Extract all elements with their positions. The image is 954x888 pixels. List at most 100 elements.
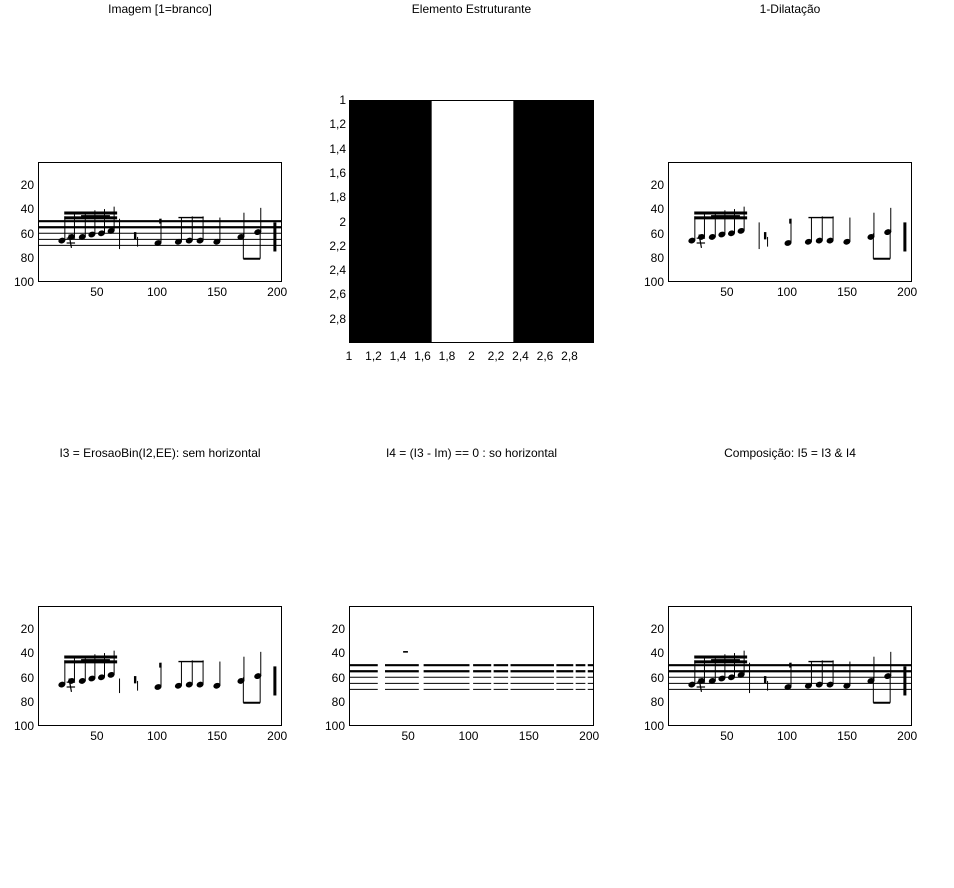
gap: [418, 663, 424, 667]
y-tick-label: 20: [20, 178, 34, 193]
gap: [585, 663, 588, 667]
note-head: [867, 234, 875, 240]
gap: [573, 687, 576, 691]
y-tick-label: 80: [650, 250, 664, 265]
note-head: [78, 234, 86, 240]
gap: [377, 681, 385, 685]
note-head: [58, 681, 66, 688]
y-tick-label: 20: [20, 622, 34, 637]
gap: [469, 681, 474, 685]
x-tick-label: 100: [458, 729, 479, 743]
y-tick-label: 1,6: [329, 165, 346, 180]
note-head: [737, 671, 745, 678]
note-head: [688, 237, 696, 244]
note-head: [826, 681, 834, 688]
flag: [789, 662, 792, 668]
gap: [377, 669, 385, 673]
y-tick-label: 100: [324, 719, 345, 733]
flag: [159, 218, 162, 224]
x-tick-label: 2,2: [487, 349, 505, 363]
note-head: [254, 673, 262, 679]
note-head: [196, 237, 204, 244]
y-tick-label: 80: [20, 250, 34, 265]
dilation-image: [688, 206, 907, 260]
note-beam: [711, 659, 740, 663]
structuring-cell: [431, 101, 514, 342]
gap: [469, 675, 474, 679]
gap: [553, 675, 557, 679]
y-tick-label: 40: [20, 646, 34, 661]
note-head: [708, 234, 716, 240]
y-tick-label: 20: [331, 622, 345, 637]
bar-line: [273, 666, 277, 696]
sharp-sign: [698, 678, 703, 692]
note-head: [884, 673, 892, 679]
note-head: [708, 678, 716, 684]
y-tick-label: 2,6: [329, 287, 346, 302]
note-beam: [64, 211, 118, 215]
note-head: [174, 238, 182, 245]
gap: [553, 663, 557, 667]
note-head: [88, 675, 96, 682]
gap: [469, 669, 474, 673]
note-head: [174, 682, 182, 689]
image-axes-dilation: [668, 162, 912, 282]
x-tick-label: 200: [897, 729, 918, 743]
bar-line: [903, 666, 907, 696]
note-beam: [81, 659, 110, 663]
note-head: [815, 237, 823, 244]
y-tick-label: 100: [643, 719, 664, 733]
note-head: [843, 238, 851, 245]
y-tick-label: 1: [339, 93, 346, 107]
x-tick-label: 100: [776, 729, 797, 743]
note-head: [688, 681, 696, 688]
panel-title: Elemento Estruturante: [411, 2, 532, 16]
note-head: [185, 681, 193, 688]
y-tick-label: 2: [339, 214, 346, 229]
x-tick-label: 150: [207, 729, 228, 743]
note-head: [727, 230, 736, 237]
y-tick-label: 60: [20, 226, 34, 241]
note-head: [804, 238, 812, 245]
gap: [508, 681, 511, 685]
gap: [585, 687, 588, 691]
gap: [508, 669, 511, 673]
y-tick-label: 40: [650, 646, 664, 661]
note-head: [213, 238, 221, 245]
y-tick-label: 2,4: [329, 263, 346, 278]
note-head: [815, 681, 823, 688]
composition-image: [669, 650, 911, 704]
x-tick-label: 150: [837, 285, 858, 299]
y-tick-label: 1,2: [329, 117, 346, 132]
structuring-element-axes: [349, 100, 594, 343]
y-tick-label: 80: [331, 694, 345, 709]
y-tick-label: 60: [331, 670, 345, 685]
gap: [418, 687, 424, 691]
y-tick-label: 80: [20, 694, 34, 709]
gap: [553, 669, 557, 673]
note-head: [97, 230, 106, 237]
bar-line: [273, 222, 277, 252]
note-head: [237, 678, 245, 684]
gap: [585, 669, 588, 673]
note-head: [97, 674, 106, 681]
gap: [418, 675, 424, 679]
x-tick-label: 1,8: [438, 349, 456, 363]
sharp-sign: [68, 678, 73, 692]
gap: [573, 675, 576, 679]
gap: [573, 663, 576, 667]
gap: [418, 669, 424, 673]
y-tick-label: 100: [643, 275, 664, 289]
gap: [573, 681, 576, 685]
note-head: [107, 671, 115, 678]
image-axes-original: [38, 162, 282, 282]
x-tick-label: 200: [579, 729, 600, 743]
note-head: [804, 682, 812, 689]
sharp-sign: [68, 234, 73, 248]
gap: [491, 675, 494, 679]
x-tick-label: 100: [146, 729, 167, 743]
y-tick-label: 100: [13, 275, 34, 289]
panel-title: 1-Dilatação: [759, 2, 821, 16]
note-head: [784, 240, 792, 246]
panel-title: Imagem [1=branco]: [108, 2, 212, 16]
